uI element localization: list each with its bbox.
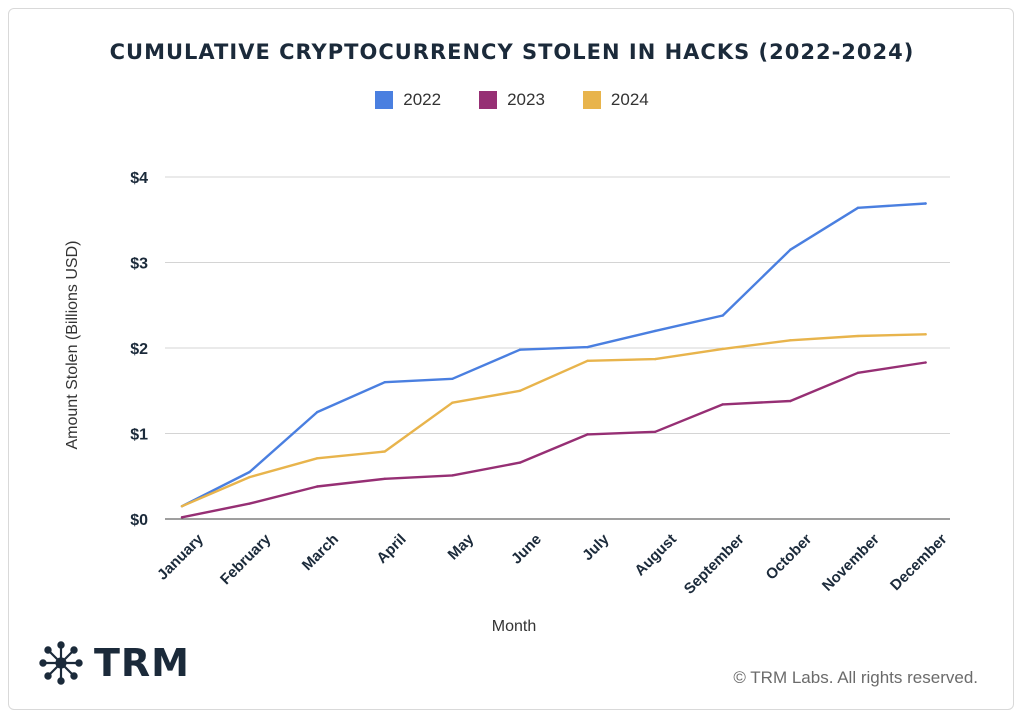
- x-tick-label: January: [154, 530, 207, 583]
- data-point-2024: [451, 401, 454, 404]
- legend-swatch: [375, 91, 394, 109]
- data-point-2023: [924, 361, 927, 364]
- data-point-2023: [316, 485, 319, 488]
- data-point-2022: [924, 202, 927, 205]
- legend-item-2024: 2024: [582, 90, 649, 110]
- x-tick-label: September: [681, 531, 748, 598]
- data-point-2022: [518, 348, 522, 351]
- legend-label: 2022: [403, 90, 442, 109]
- legend-swatch: [582, 91, 601, 109]
- data-point-2022: [451, 377, 454, 380]
- legend-label: 2024: [610, 90, 649, 109]
- data-point-2024: [383, 450, 386, 453]
- series-line-2023: [180, 361, 927, 519]
- data-point-2022: [383, 381, 386, 384]
- data-point-2023: [383, 477, 386, 481]
- x-tick-label: April: [373, 531, 409, 567]
- copyright-notice: © TRM Labs. All rights reserved.: [733, 668, 978, 687]
- x-tick-label: July: [579, 530, 613, 564]
- data-point-2024: [789, 339, 792, 342]
- data-point-2024: [721, 347, 724, 351]
- data-point-2024: [180, 504, 184, 508]
- y-axis-label: Amount Stolen (Billions USD): [64, 241, 81, 450]
- x-tick-label: August: [631, 531, 680, 580]
- x-tick-label: November: [819, 531, 883, 595]
- data-point-2023: [180, 516, 184, 519]
- chart-legend: 2022 2023 2024: [0, 90, 1024, 110]
- x-tick-label: October: [763, 531, 816, 584]
- x-tick-label: May: [445, 530, 478, 563]
- chart-title: CUMULATIVE CRYPTOCURRENCY STOLEN IN HACK…: [109, 40, 915, 64]
- data-point-2023: [721, 403, 724, 406]
- data-point-2023: [856, 371, 860, 374]
- data-point-2022: [248, 470, 251, 474]
- x-tick-label: December: [887, 531, 950, 594]
- x-tick-label: February: [217, 530, 275, 588]
- y-tick-label: $1: [130, 427, 148, 444]
- trm-logo: TRM: [38, 640, 190, 686]
- y-tick-label: $2: [130, 341, 148, 358]
- data-point-2024: [518, 389, 522, 392]
- data-point-2024: [924, 333, 927, 336]
- legend-label: 2023: [507, 90, 545, 109]
- data-point-2023: [586, 433, 589, 436]
- data-point-2023: [518, 461, 522, 464]
- network-node-icon: [39, 641, 83, 685]
- y-tick-label: $0: [130, 512, 148, 529]
- chart-card: [8, 8, 1014, 710]
- data-point-2022: [316, 410, 319, 414]
- x-tick-label: March: [299, 531, 342, 574]
- data-point-2024: [856, 334, 860, 338]
- logo-text: TRM: [94, 641, 190, 685]
- legend-item-2022: 2022: [375, 90, 441, 110]
- data-point-2024: [316, 457, 319, 460]
- data-point-2022: [654, 329, 657, 333]
- data-point-2023: [248, 502, 251, 505]
- data-point-2023: [654, 430, 657, 433]
- data-point-2023: [451, 474, 454, 477]
- series-line-2024: [180, 333, 927, 508]
- data-point-2024: [654, 357, 657, 361]
- legend-swatch: [479, 91, 498, 109]
- x-axis-label: Month: [492, 618, 536, 635]
- data-point-2024: [586, 359, 589, 363]
- data-point-2022: [721, 314, 724, 317]
- legend-item-2023: 2023: [479, 90, 545, 110]
- data-point-2024: [248, 475, 251, 479]
- data-point-2023: [789, 399, 792, 403]
- y-tick-label: $4: [130, 170, 148, 187]
- data-point-2022: [586, 345, 589, 349]
- x-tick-label: June: [508, 531, 545, 568]
- data-point-2022: [856, 206, 860, 209]
- data-point-2022: [789, 248, 792, 251]
- series-line-2022: [180, 202, 927, 508]
- y-tick-label: $3: [130, 256, 148, 273]
